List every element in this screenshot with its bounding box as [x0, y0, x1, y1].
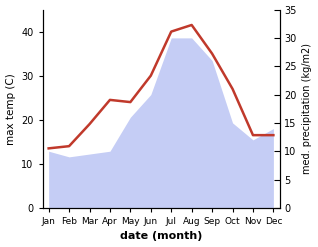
X-axis label: date (month): date (month) [120, 231, 202, 242]
Y-axis label: max temp (C): max temp (C) [5, 73, 16, 144]
Y-axis label: med. precipitation (kg/m2): med. precipitation (kg/m2) [302, 43, 313, 174]
